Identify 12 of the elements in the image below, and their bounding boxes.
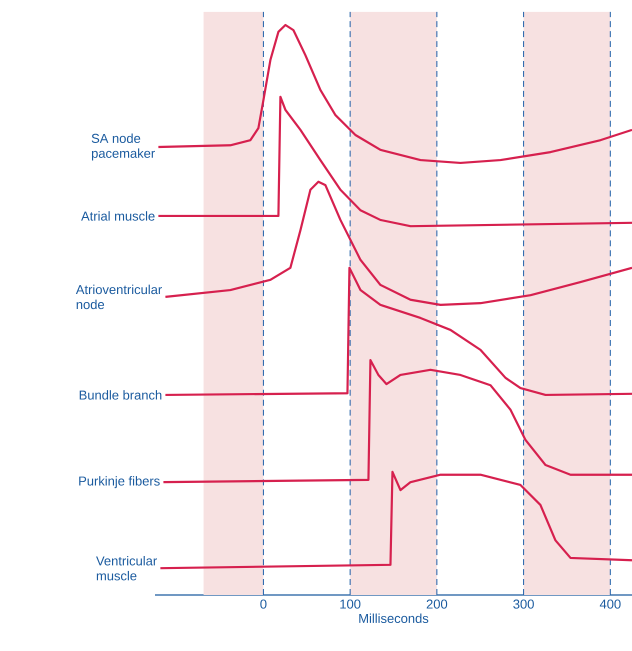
x-tick-label: 200 [426, 600, 448, 609]
series-label: Bundle branch [80, 390, 162, 400]
x-tick-label: 400 [600, 600, 621, 609]
x-tick-label: 300 [513, 600, 534, 609]
series-label: Atrioventricular node [76, 284, 162, 310]
series-label: Atrial muscle [81, 211, 155, 221]
x-axis-title: Milliseconds [359, 614, 428, 624]
x-tick-label: 100 [340, 600, 360, 609]
series-label: Ventricular muscle [96, 556, 157, 580]
series-label: Purkinje fibers [79, 476, 160, 488]
series-label: SA node pacemaker [92, 133, 155, 160]
x-tick-label: 0 [260, 600, 267, 609]
